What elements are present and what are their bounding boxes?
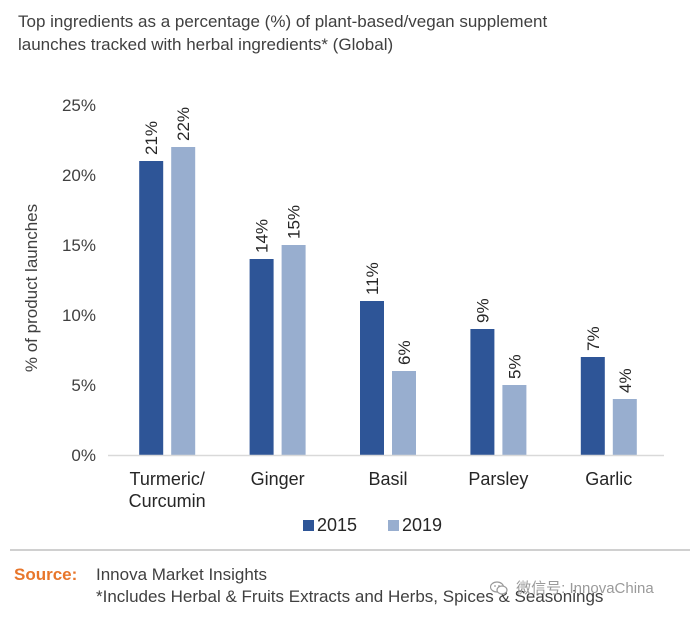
data-label-2015: 21%: [142, 121, 161, 155]
legend-swatch-2019: [388, 520, 399, 531]
y-tick-label: 0%: [71, 446, 96, 465]
y-tick-label: 15%: [62, 236, 96, 255]
bar-2015: [470, 329, 495, 455]
legend-label-2019: 2019: [402, 515, 442, 535]
y-tick-label: 5%: [71, 376, 96, 395]
legend-swatch-2015: [303, 520, 314, 531]
bar-2019: [502, 385, 527, 455]
bar-2019: [612, 399, 637, 455]
divider-line: [10, 549, 690, 551]
data-label-2015: 11%: [363, 262, 382, 295]
chart-title-line-1: Top ingredients as a percentage (%) of p…: [18, 12, 548, 31]
bar-2015: [139, 161, 164, 455]
legend-label-2015: 2015: [317, 515, 357, 535]
bar-2019: [171, 147, 196, 455]
category-label: Curcumin: [129, 491, 206, 511]
data-label-2015: 7%: [584, 326, 603, 351]
footnote-text: *Includes Herbal & Fruits Extracts and H…: [96, 587, 604, 606]
watermark: 微信号: InnovaChina: [490, 577, 654, 598]
wechat-icon: [490, 581, 508, 595]
bar-2015: [580, 357, 605, 455]
y-tick-label: 20%: [62, 166, 96, 185]
y-tick-label: 10%: [62, 306, 96, 325]
bar-2015: [360, 301, 384, 455]
data-label-2015: 9%: [473, 298, 492, 323]
category-label: Basil: [368, 469, 407, 489]
category-label: Garlic: [585, 469, 632, 489]
watermark-text: 微信号: InnovaChina: [516, 580, 654, 597]
bar-2019: [281, 245, 306, 455]
category-label: Parsley: [468, 469, 528, 489]
y-tick-label: 25%: [62, 96, 96, 115]
category-label: Turmeric/: [130, 469, 205, 489]
category-label: Ginger: [251, 469, 305, 489]
data-label-2019: 15%: [285, 205, 304, 239]
source-text: Innova Market Insights: [96, 565, 268, 584]
source-label: Source:: [14, 565, 78, 584]
bar-2019: [392, 371, 416, 455]
data-label-2019: 5%: [505, 354, 524, 379]
bar-2015: [249, 259, 274, 455]
chart-title-line-2: launches tracked with herbal ingredients…: [18, 35, 394, 54]
data-label-2019: 6%: [395, 340, 414, 365]
data-label-2015: 14%: [253, 219, 272, 253]
data-label-2019: 4%: [616, 368, 635, 393]
y-axis-title: % of product launches: [22, 204, 41, 372]
data-label-2019: 22%: [174, 107, 193, 141]
bar-chart: 0% 5% 10% 15% 20% 25% % of product launches 21%…: [22, 96, 664, 535]
chart-title: Top ingredients as a percentage (%) of p…: [18, 10, 678, 56]
